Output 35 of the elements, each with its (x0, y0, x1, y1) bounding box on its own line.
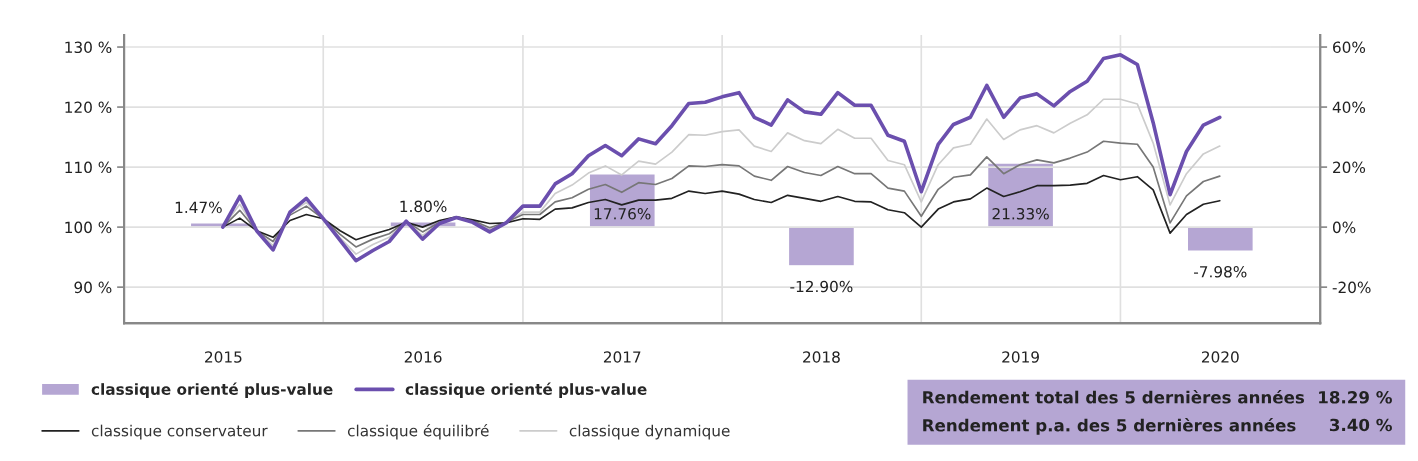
x-tick-label: 2016 (404, 351, 442, 363)
y-tick-label: 90 % (74, 281, 112, 294)
x-tick-label: 2018 (803, 351, 840, 363)
data-label: -12.90% (790, 280, 853, 293)
text: Rendement p.a. des 5 dernières années (923, 418, 1296, 435)
data-label: -7.98% (1194, 265, 1247, 278)
y2-tick-label: 0% (1332, 221, 1356, 234)
line-series (222, 174, 1221, 241)
legend-label: classique équilibré (347, 424, 489, 440)
text: Rendement total des 5 dernières années (923, 390, 1305, 404)
y2-tick-label: -20% (1332, 281, 1371, 294)
legend-label: classique orienté plus-value (91, 382, 333, 398)
legend-label: classique conservateur (91, 424, 268, 440)
data-label: 1.47% (175, 201, 222, 214)
legend-label: classique dynamique (569, 424, 730, 440)
data-label: 21.33% (992, 208, 1049, 220)
y2-tick-label: 40% (1332, 101, 1366, 114)
y-tick-label: 120 % (65, 101, 112, 114)
x-tick-label: 2020 (1201, 351, 1239, 363)
bar (787, 226, 856, 267)
x-tick-label: 2017 (603, 351, 641, 363)
legend-label: classique orienté plus-value (405, 382, 647, 398)
y2-tick-label: 60% (1333, 41, 1366, 54)
y-tick-label: 110 % (65, 161, 112, 174)
bar (1186, 226, 1255, 252)
text: 3.40 % (1329, 418, 1392, 432)
data-label: 1.80% (400, 200, 447, 213)
data-label: 17.76% (594, 208, 651, 220)
y-tick-label: 100 % (65, 221, 112, 234)
line-series (221, 53, 1222, 263)
text: 18.29 % (1319, 390, 1392, 404)
y-tick-label: 130 % (65, 41, 112, 54)
x-tick-label: 2019 (1002, 351, 1039, 363)
x-tick-label: 2015 (205, 351, 242, 363)
y2-tick-label: 20% (1333, 161, 1366, 174)
